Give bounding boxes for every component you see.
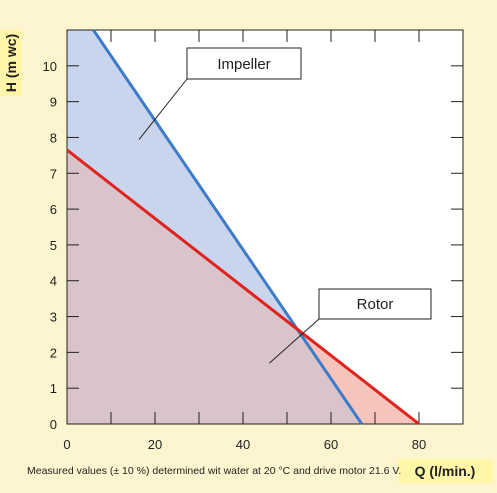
impeller-series-line — [92, 29, 364, 425]
x-tick-label: 20 — [148, 437, 162, 452]
overlap-area-fill — [67, 150, 362, 424]
x-tick-label: 0 — [63, 437, 70, 452]
y-tick-label: 1 — [50, 381, 57, 396]
rotor-label-box — [318, 288, 432, 320]
y-tick-label: 5 — [50, 238, 57, 253]
axis-ticks — [66, 30, 464, 425]
y-tick-label: 10 — [43, 59, 57, 74]
rotor-label: Rotor — [357, 296, 394, 313]
x-axis-title-box — [398, 459, 493, 483]
y-tick-label: 9 — [50, 95, 57, 110]
impeller-label: Impeller — [217, 56, 270, 73]
y-tick-label: 6 — [50, 202, 57, 217]
y-tick-label: 4 — [50, 274, 57, 289]
footnote: Measured values (± 10 %) determined wit … — [27, 465, 401, 477]
x-tick-label: 80 — [412, 437, 426, 452]
x-tick-label: 40 — [236, 437, 250, 452]
impeller-leader-line — [138, 78, 188, 140]
axis-tick-labels: 0 1 2 3 4 5 6 7 8 9 10 0 20 40 60 80 — [43, 59, 427, 452]
y-axis-title-box — [0, 30, 22, 96]
rotor-series-line — [66, 148, 420, 426]
y-axis-title: H (m wc) — [3, 34, 19, 92]
y-tick-label: 8 — [50, 130, 57, 145]
y-tick-label: 3 — [50, 310, 57, 325]
plot-frame — [66, 29, 464, 425]
x-axis-title: Q (l/min.) — [415, 463, 476, 479]
impeller-label-box — [186, 47, 302, 80]
x-tick-label: 60 — [324, 437, 338, 452]
y-tick-label: 0 — [50, 417, 57, 432]
y-tick-label: 2 — [50, 345, 57, 360]
rotor-leader-line — [269, 318, 320, 364]
y-tick-label: 7 — [50, 166, 57, 181]
